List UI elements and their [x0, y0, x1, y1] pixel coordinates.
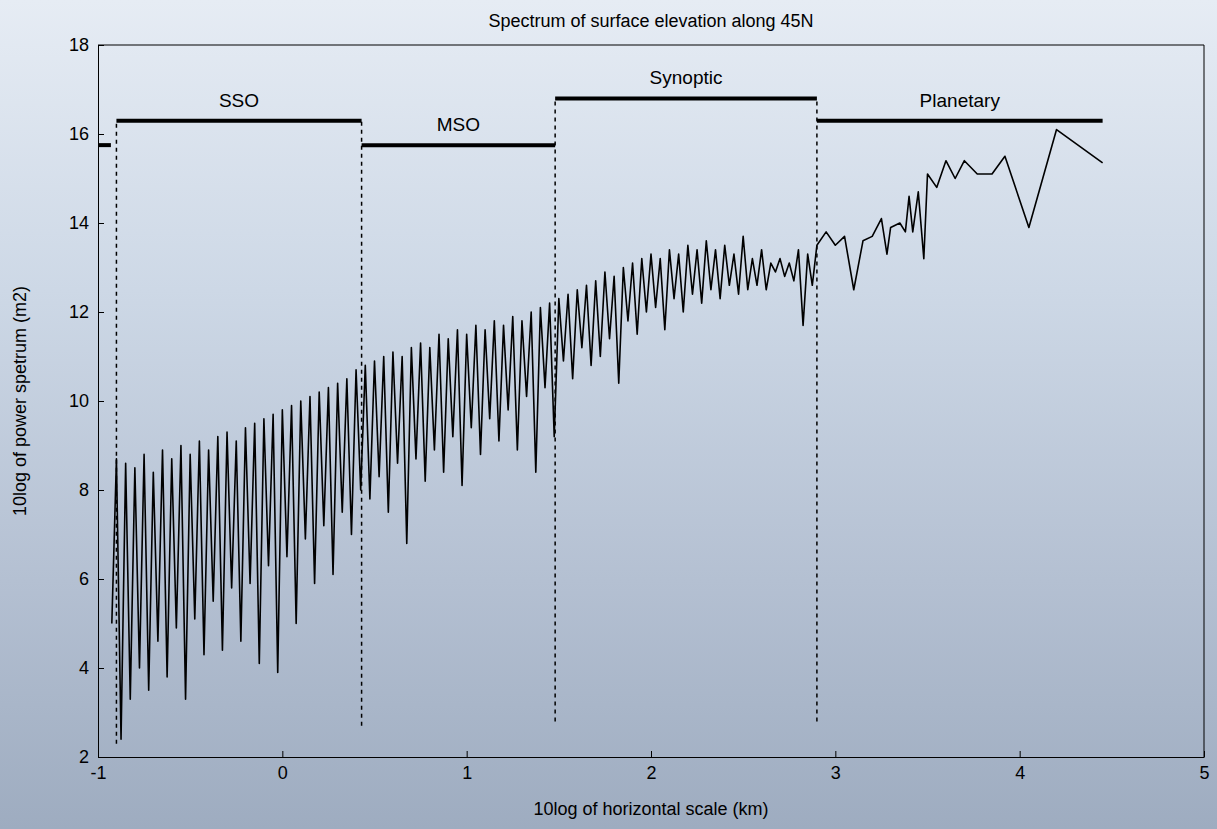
y-tick-label: 18: [69, 35, 89, 55]
divider: [816, 98, 818, 721]
y-tick: 8: [79, 480, 104, 500]
plot: -101234524681012141618SSOMSOSynopticPlan…: [69, 35, 1210, 783]
frame-right: [1204, 45, 1205, 757]
x-tick: 5: [1199, 751, 1209, 783]
regime-bar: [362, 143, 556, 147]
y-tick: 12: [69, 302, 104, 322]
y-tick: 10: [69, 391, 104, 411]
x-tick-label: 5: [1199, 763, 1209, 783]
y-tick-label: 8: [79, 480, 89, 500]
x-axis-line: [99, 757, 1205, 758]
y-tick-label: 6: [79, 569, 89, 589]
frame-top: [98, 45, 1204, 46]
regime-bar: [817, 119, 1103, 123]
y-tick-label: 4: [79, 658, 89, 678]
x-tick-label: 4: [1015, 763, 1025, 783]
y-tick: 4: [79, 658, 104, 678]
y-tick-mark: [98, 223, 104, 224]
regime-bar: [98, 143, 111, 147]
y-tick-mark: [98, 45, 104, 46]
data-area: [98, 98, 1103, 743]
regime-label: Planetary: [920, 90, 1001, 111]
y-tick-mark: [98, 134, 104, 135]
title: Spectrum of surface elevation along 45N: [488, 11, 813, 31]
x-axis: -1 0 1 2 3 4 5: [90, 751, 1209, 783]
x-axis-title: 10log of horizontal scale (km): [533, 799, 768, 819]
x-tick: 1: [462, 751, 472, 783]
y-tick: 16: [69, 124, 104, 144]
y-tick-mark: [98, 401, 104, 402]
y-axis-title: 10log of power spetrum (m2): [10, 286, 30, 516]
y-tick-label: 10: [69, 391, 89, 411]
y-tick-mark: [98, 490, 104, 491]
x-tick-mark: [467, 751, 468, 757]
y-tick: 6: [79, 569, 104, 589]
y-tick-label: 14: [69, 213, 89, 233]
regime-label: Synoptic: [650, 67, 723, 88]
y-tick-label: 2: [79, 747, 89, 767]
regime-bar: [116, 119, 361, 123]
y-tick-mark: [98, 312, 104, 313]
x-tick-mark: [1204, 751, 1205, 757]
x-tick: 4: [1015, 751, 1025, 783]
x-tick-mark: [282, 751, 283, 757]
divider: [361, 121, 363, 726]
y-tick-mark: [98, 668, 104, 669]
regime-bar: [555, 96, 817, 100]
x-tick-label: 3: [831, 763, 841, 783]
x-tick-mark: [1020, 751, 1021, 757]
x-tick-label: -1: [90, 763, 106, 783]
y-tick: 2: [79, 747, 104, 767]
background: [0, 0, 1217, 829]
y-tick-label: 16: [69, 124, 89, 144]
x-tick-label: 2: [646, 763, 656, 783]
x-tick: 3: [831, 751, 841, 783]
x-tick: 2: [646, 751, 656, 783]
x-tick-mark: [651, 751, 652, 757]
regime-label: MSO: [437, 114, 480, 135]
y-tick-mark: [98, 757, 104, 758]
x-tick-label: 1: [462, 763, 472, 783]
y-tick: 18: [69, 35, 104, 55]
x-tick: 0: [278, 751, 288, 783]
x-tick-mark: [835, 751, 836, 757]
y-tick-mark: [98, 579, 104, 580]
x-tick-label: 0: [278, 763, 288, 783]
y-tick-label: 12: [69, 302, 89, 322]
y-tick: 14: [69, 213, 104, 233]
divider: [116, 121, 118, 744]
regime-label: SSO: [219, 90, 259, 111]
chart: -101234524681012141618SSOMSOSynopticPlan…: [0, 0, 1217, 829]
spectrum-line: [112, 130, 1103, 740]
